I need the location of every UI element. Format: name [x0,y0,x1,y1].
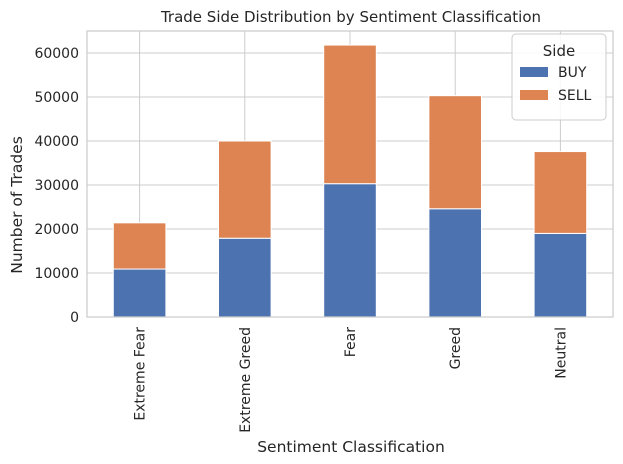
y-axis-ticks: 0 10000 20000 30000 40000 50000 60000 [34,46,79,326]
y-tick-label: 10000 [34,266,79,282]
y-tick-label: 50000 [34,90,79,106]
bar-buy [323,183,377,318]
x-axis-ticks: Extreme Fear Extreme Greed Fear Greed Neutra… [133,327,570,433]
legend-label-buy: BUY [558,65,587,81]
x-tick-label: Neutral [553,327,569,379]
bar-sell [428,95,482,210]
bar-sell [323,44,377,185]
bar-buy [428,208,482,318]
chart-title: Trade Side Distribution by Sentiment Cla… [160,8,541,26]
legend-swatch-buy [520,67,548,77]
x-tick-label: Fear [343,327,359,357]
y-tick-label: 0 [70,310,79,326]
legend-label-sell: SELL [558,88,592,104]
legend-title: Side [543,42,575,60]
legend: Side BUY SELL [511,33,607,121]
bars [112,44,588,318]
bar-sell [533,151,588,234]
x-tick-label: Extreme Greed [238,327,254,433]
y-tick-label: 20000 [34,222,79,238]
bar-sell [218,140,272,239]
y-tick-label: 40000 [34,134,79,150]
bar-sell [112,222,167,270]
y-tick-label: 30000 [34,178,79,194]
legend-swatch-sell [520,90,548,100]
plot-frame [86,30,614,318]
bar-buy [218,237,272,318]
y-axis-title: Number of Trades [8,136,26,274]
x-tick-label: Extreme Fear [133,327,149,421]
x-axis-title: Sentiment Classification [257,438,445,456]
y-tick-label: 60000 [34,46,79,62]
legend-items: BUY SELL [520,65,592,104]
bar-buy [112,268,167,318]
bar-buy [533,232,588,318]
x-tick-label: Greed [448,327,464,369]
